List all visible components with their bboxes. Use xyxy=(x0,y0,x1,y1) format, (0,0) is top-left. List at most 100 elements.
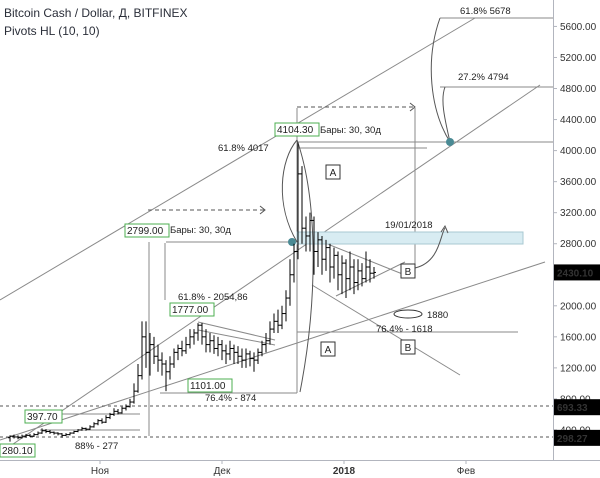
val-1880-label: 1880 xyxy=(427,310,448,321)
candle xyxy=(224,344,228,364)
candle xyxy=(228,340,232,361)
pivot-1101-box xyxy=(187,378,233,393)
price-tags-layer: 2430.10 693.33 298.27 xyxy=(554,264,600,446)
candle xyxy=(176,344,180,361)
candle xyxy=(236,346,240,364)
candle xyxy=(120,406,124,414)
trend-line-middle xyxy=(0,84,541,454)
pivot-1101: 1101.00 xyxy=(187,378,233,393)
candle xyxy=(272,313,276,333)
candle xyxy=(204,329,208,353)
y-tick-label: 1200.00 xyxy=(560,363,597,374)
candle xyxy=(184,336,188,354)
candle xyxy=(304,216,308,252)
candle xyxy=(160,352,164,376)
candle xyxy=(188,329,192,349)
candle xyxy=(164,360,168,392)
pivot-4104: 4104.30 xyxy=(274,122,320,137)
candle xyxy=(16,435,20,440)
candle xyxy=(288,259,292,306)
candle xyxy=(364,251,368,283)
candle xyxy=(328,243,332,283)
candle xyxy=(12,434,16,439)
price-tag-1-text: 298.27 xyxy=(557,434,588,445)
y-tick-label: 3200.00 xyxy=(560,208,597,219)
x-tick-label: Дек xyxy=(214,466,231,477)
fib-4017-label: 61.8% 4017 xyxy=(218,143,269,154)
fib-874-label: 76.4% - 874 xyxy=(205,393,256,404)
trend-line-lower xyxy=(0,261,546,441)
y-tick-label: 4000.00 xyxy=(560,146,597,157)
candle xyxy=(208,332,212,353)
current-price-tag-bg xyxy=(554,264,600,281)
candle xyxy=(132,383,136,404)
pivot-1101-text: 1101.00 xyxy=(190,381,226,392)
x-tick-label: 2018 xyxy=(333,466,356,477)
wave-a-upper: A xyxy=(325,164,341,180)
candle xyxy=(212,335,216,354)
wave-a-lower: A xyxy=(320,341,336,357)
y-tick-label: 1600.00 xyxy=(560,332,597,343)
candle xyxy=(308,212,312,252)
projection-arrow xyxy=(440,224,449,234)
candle xyxy=(264,332,268,353)
candle xyxy=(368,259,372,283)
candle xyxy=(80,426,84,431)
candle xyxy=(372,267,376,279)
pivot-280: 280.10 xyxy=(0,443,36,458)
x-tick-label: Фев xyxy=(457,466,475,477)
candle xyxy=(52,431,56,435)
projection-curve xyxy=(414,227,446,269)
candle xyxy=(124,404,128,411)
candle xyxy=(92,422,96,428)
fib-4794-label: 27.2% 4794 xyxy=(458,72,509,83)
candle xyxy=(112,408,116,416)
wedge-line xyxy=(311,284,461,376)
marker-point xyxy=(288,238,296,246)
triangle-line xyxy=(197,321,276,341)
current-price-tag: 2430.10 xyxy=(554,264,600,281)
chart-subtitle: Pivots HL (10, 10) xyxy=(4,24,100,38)
candle xyxy=(348,251,352,291)
price-tag-1: 298.27 xyxy=(554,429,600,446)
pivot-4104-box xyxy=(274,122,320,137)
candle xyxy=(172,348,176,368)
candle xyxy=(84,427,88,431)
y-ticks-layer: 5600.00 5200.00 4800.00 4400.00 4000.00 3600.… xyxy=(553,22,597,436)
pivot-2799: 2799.00 xyxy=(124,223,170,238)
wave-b-lower: B xyxy=(400,339,416,355)
bracket-arrow xyxy=(409,102,416,112)
pivot-4104-text: 4104.30 xyxy=(277,125,314,136)
wave-a-upper-text: A xyxy=(330,168,337,179)
candle xyxy=(260,340,264,357)
candle xyxy=(76,429,80,433)
candle xyxy=(60,433,64,438)
current-price-tag-text: 2430.10 xyxy=(557,268,594,279)
candle xyxy=(116,409,120,415)
candle xyxy=(96,419,100,426)
pivot-2799-box xyxy=(124,223,170,238)
candle xyxy=(292,243,296,283)
bracket-arrow xyxy=(259,205,266,215)
price-tag-0: 693.33 xyxy=(554,399,600,416)
projection-curve xyxy=(430,17,451,143)
candle xyxy=(356,259,360,291)
candle xyxy=(40,428,44,434)
candle xyxy=(268,321,272,345)
candle xyxy=(248,350,252,367)
bars-upper-label: Бары: 30, 30д xyxy=(320,125,381,136)
candle xyxy=(48,429,52,434)
candle xyxy=(28,433,32,437)
pivot-280-box xyxy=(0,443,36,458)
candle xyxy=(276,309,280,333)
projection-curve xyxy=(281,139,298,243)
candle xyxy=(196,323,200,341)
candle xyxy=(284,290,288,322)
wave-b-upper-box xyxy=(400,263,416,279)
candle xyxy=(336,251,340,291)
analysis-lines-layer xyxy=(0,17,553,454)
candle xyxy=(64,433,68,437)
wave-a-upper-box xyxy=(325,164,341,180)
